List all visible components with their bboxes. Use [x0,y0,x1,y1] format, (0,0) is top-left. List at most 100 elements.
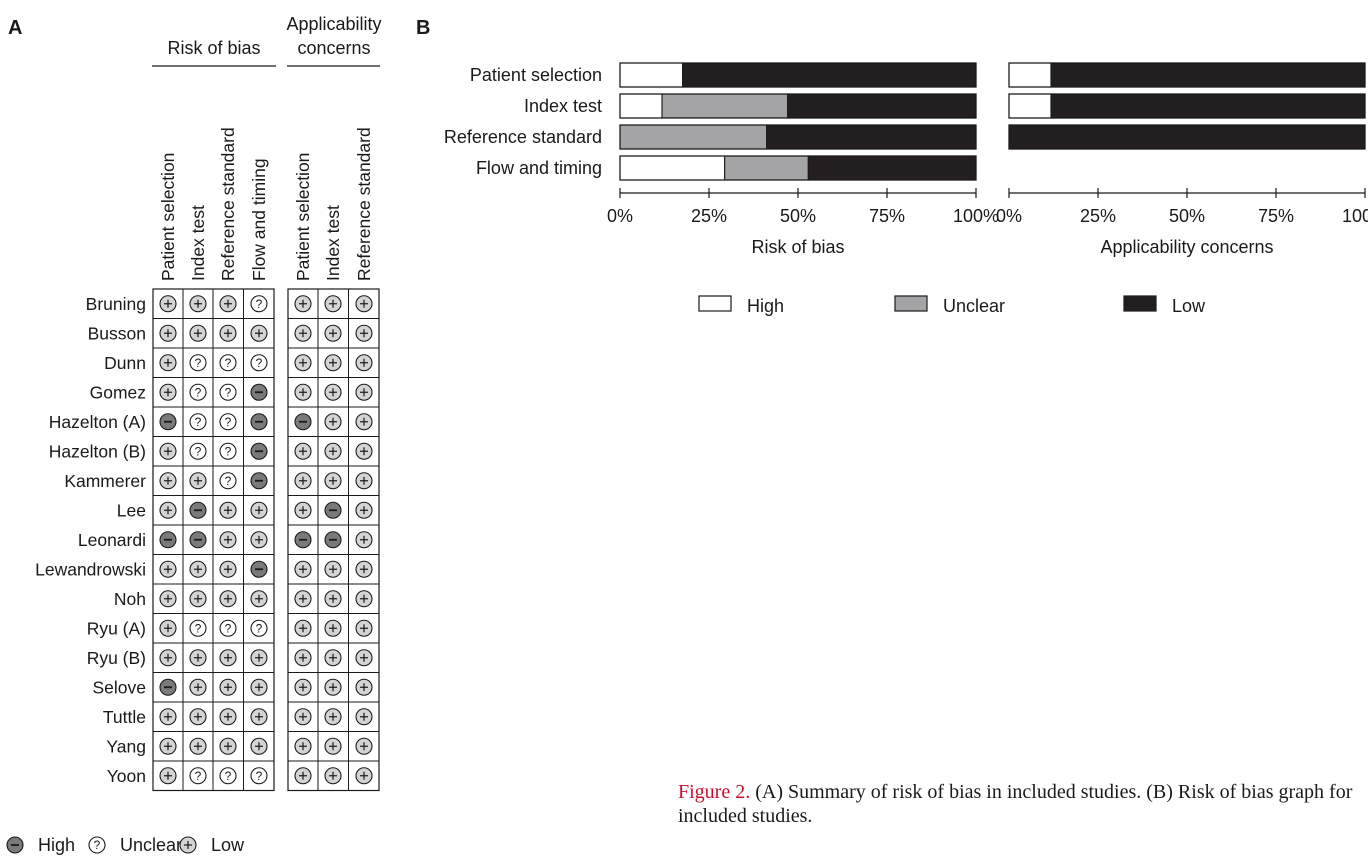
question-mark: ? [195,444,202,458]
panel-b-label: B [416,17,430,39]
legend-swatch-low [1123,295,1157,312]
unclear-circle [250,619,268,637]
applicability-judgement-L [324,383,342,401]
column-header: Reference standard [218,127,238,281]
x-tick-label: 50% [780,206,816,226]
question-mark: ? [195,415,202,429]
study-name: Gomez [90,382,146,402]
unclear-circle [250,354,268,372]
table-row: Lewandrowski [35,559,373,579]
x-axis-title: Risk of bias [751,237,844,257]
study-name: Selove [92,677,146,697]
rob-judgement-L [250,531,268,549]
study-name: Hazelton (A) [49,412,146,432]
high-segment [619,155,726,181]
applicability-judgement-H [294,413,312,431]
applicability-judgement-L [324,324,342,342]
applicability-judgement-H [324,531,342,549]
unclear-circle [219,442,237,460]
rob-judgement-L [219,560,237,578]
rob-judgement-L [219,737,237,755]
rob-judgement-L [159,619,177,637]
applicability-judgement-L [355,324,373,342]
rob-judgement-L [250,678,268,696]
legend-label: Low [1172,296,1206,316]
rob-judgement-U: ? [250,295,268,313]
rob-judgement-L [159,324,177,342]
applicability-judgement-L [324,295,342,313]
rob-judgement-U: ? [219,442,237,460]
applicability-judgement-L [294,295,312,313]
rob-judgement-H [250,442,268,460]
panel-b-bar-charts: B 0% 25% 50% 75% 100% Risk of bias 0% 25% 50% 75%… [416,17,1368,316]
rob-judgement-L [159,767,177,785]
question-mark: ? [195,356,202,370]
applicability-judgement-L [324,737,342,755]
table-row: Ryu (B) [87,648,373,668]
x-tick-label: 100% [1342,206,1368,226]
unclear-circle [219,413,237,431]
rob-judgement-U: ? [189,383,207,401]
applicability-judgement-L [294,708,312,726]
rob-judgement-L [159,354,177,372]
rob-judgement-L [189,708,207,726]
table-row: Gomez?? [90,382,373,402]
rob-judgement-L [250,737,268,755]
unclear-circle [219,619,237,637]
rob-judgement-L [189,472,207,490]
rob-judgement-U: ? [189,442,207,460]
legend-item: Unclear [894,295,1005,316]
applicability-judgement-L [294,560,312,578]
rob-judgement-L [250,324,268,342]
applicability-judgement-L [355,413,373,431]
applicability-judgement-L [294,619,312,637]
applicability-judgement-L [324,649,342,667]
rob-judgement-L [159,383,177,401]
study-name: Yoon [107,766,146,786]
column-header: Flow and timing [249,158,269,281]
unclear-circle [219,472,237,490]
table-row: Tuttle [103,707,373,727]
rob-judgement-L [189,678,207,696]
rob-judgement-U: ? [219,383,237,401]
x-tick-label: 75% [1258,206,1294,226]
bar-outline [619,124,977,150]
rob-judgement-L [219,590,237,608]
question-mark: ? [256,621,263,635]
applicability-group-heading-line1: Applicability [286,14,381,34]
legend-item: ? Unclear [88,835,182,855]
bar-outline [1008,62,1366,88]
rob-judgement-U: ? [250,767,268,785]
applicability-judgement-L [355,590,373,608]
applicability-judgement-L [324,678,342,696]
unclear-circle [189,767,207,785]
applicability-judgement-L [355,295,373,313]
rob-judgement-L [219,649,237,667]
x-tick-label: 0% [607,206,633,226]
legend-item: Low [1123,295,1206,316]
applicability-judgement-L [324,767,342,785]
rob-judgement-L [250,708,268,726]
x-tick-label: 100% [953,206,999,226]
table-row: Bruning? [86,294,373,314]
study-name: Lee [117,500,146,520]
column-header: Index test [188,205,208,281]
applicability-judgement-L [324,560,342,578]
unclear-circle [219,354,237,372]
rob-judgement-U: ? [219,472,237,490]
caption-text: (A) Summary of risk of bias in included … [678,781,1353,827]
question-mark: ? [225,444,232,458]
unclear-circle [219,383,237,401]
applicability-judgement-L [294,324,312,342]
bar-outline [619,62,977,88]
unclear-segment [724,155,809,181]
rob-judgement-U: ? [219,767,237,785]
grid-border [287,288,380,792]
x-axis-title: Applicability concerns [1100,237,1273,257]
rob-judgement-L [219,708,237,726]
rob-judgement-L [219,295,237,313]
applicability-judgement-L [324,354,342,372]
study-name: Yang [106,736,146,756]
legend-label: High [747,296,784,316]
applicability-judgement-L [324,442,342,460]
